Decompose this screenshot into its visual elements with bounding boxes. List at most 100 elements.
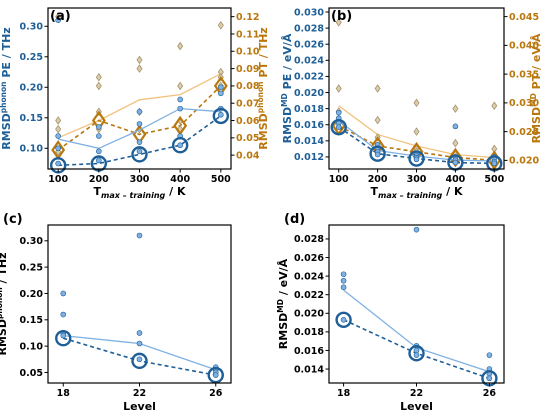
panel-c-point-6 [136, 340, 143, 347]
panel-a-pe-point-9 [136, 121, 143, 127]
panel-a-y2-tick-label-7: 0.11 [236, 29, 259, 40]
panel-a-y2-tick-label-2: 0.06 [236, 116, 260, 127]
panel-d-y-tick-label-5: 0.024 [294, 271, 324, 282]
panel-a-pe-point-0 [55, 17, 61, 23]
panel-c-y-axis-label: RMSDphonon / THz [0, 253, 9, 356]
panel-d-point-1 [340, 277, 347, 284]
panel-c-point-11 [212, 372, 219, 378]
panel-b-y-axis-label: RMSDMD PE / eV/Å [280, 33, 294, 143]
panel-b-pt-point-9 [413, 127, 420, 136]
panel-b-pt-best-marker-3 [448, 147, 463, 168]
panel-a-pt-point-8 [136, 55, 143, 65]
panel-b-pe-point-0 [335, 109, 342, 116]
panel-d-point-11 [486, 375, 493, 382]
panel-b-pe-point-12 [452, 123, 459, 130]
panel-c-best-marker-1 [131, 352, 148, 370]
panel-a-pe-point-13 [177, 105, 183, 112]
panel-c-panel-label: (c) [3, 212, 23, 227]
panel-a-pe-point-7 [96, 157, 102, 164]
panel-d-point-3 [340, 316, 347, 323]
panel-a-pe-point-2 [55, 145, 61, 152]
panel-b-panel-label: (b) [331, 9, 352, 24]
panel-a-y-tick-label-4: 0.30 [20, 22, 44, 33]
panel-d-x-axis-label: Level [400, 400, 433, 413]
panel-b-pe-point-11 [413, 156, 420, 163]
panel-a-y2-tick-label-6: 0.10 [236, 47, 260, 58]
panel-a-x-tick-label-1: 200 [89, 174, 109, 185]
panel-c-best-marker-2 [207, 366, 224, 384]
panel-a-pe-best-line [58, 115, 222, 167]
panel-d-x-tick-label-1: 22 [410, 388, 423, 399]
panel-b-y-tick-label-3: 0.018 [294, 104, 324, 115]
panel-d-y-tick-label-1: 0.016 [294, 346, 324, 357]
panel-a-y2-tick-label-1: 0.05 [236, 133, 259, 144]
panel-a-pe-point-12 [177, 96, 183, 103]
panel-d-point-6 [413, 347, 420, 354]
panel-a-pt-point-5 [95, 81, 102, 91]
panel-d-x-tick-label-2: 26 [483, 388, 497, 399]
panel-a-panel: 100 200 300 400 500 0.10 0.15 0.20 0.25 0.30 0.04 0… [0, 7, 270, 200]
panel-b-y-tick-label-5: 0.022 [294, 72, 324, 83]
panel-a-pt-point-12 [177, 41, 184, 51]
panel-a-pt-point-13 [177, 81, 184, 91]
panel-a-pe-point-8 [136, 108, 143, 115]
panel-b-pt-best-line [338, 125, 495, 162]
panel-a-x-tick-label-4: 500 [211, 174, 231, 185]
panel-d-best-marker-1 [408, 345, 425, 362]
panel-b-y-tick-label-0: 0.012 [294, 152, 324, 163]
panel-c-point-5 [136, 330, 143, 336]
panel-b-pe-best-marker-2 [408, 150, 425, 167]
panel-b-y2-tick-label-4: 0.040 [509, 41, 539, 52]
panel-b-y2-axis-label: RMSDMD PT / eV/Å [529, 33, 543, 143]
panel-a-y2-axis-label: RMSDphonon PT / THz [256, 27, 270, 149]
panel-a-pe-point-1 [55, 133, 61, 139]
panel-c-x-tick-label-1: 22 [133, 388, 146, 399]
panel-d-point-0 [340, 271, 347, 278]
panel-b-pt-point-12 [452, 104, 459, 113]
panel-b-y2-tick-label-3: 0.035 [509, 69, 539, 80]
panel-b-pe-best-marker-1 [369, 145, 386, 162]
panel-b-pe-point-15 [452, 159, 459, 166]
panel-a-pe-point-5 [96, 133, 102, 139]
panel-a-y2-tick-label-3: 0.07 [236, 99, 259, 110]
panel-d-y-tick-label-3: 0.020 [294, 309, 324, 320]
panel-a-x-axis-label: Tmax – training / K [94, 185, 186, 200]
panel-a-pe-best-marker-4 [212, 107, 230, 125]
panel-d-point-7 [413, 352, 420, 358]
panel-b-pe-point-3 [335, 124, 342, 130]
panel-d-x-tick-label-0: 18 [337, 388, 351, 399]
panel-d-y-axis-label: RMSDMD / eV/Å [276, 258, 290, 349]
panel-a-pt-point-2 [55, 124, 62, 134]
panel-b-y-tick-label-6: 0.024 [294, 56, 324, 67]
panel-b-pe-point-19 [491, 160, 498, 167]
panel-a-pe-point-4 [96, 124, 102, 130]
panel-c-y-tick-label-4: 0.25 [20, 262, 43, 273]
panel-a-pe-point-10 [136, 139, 143, 145]
panel-a-y2-tick-label-5: 0.09 [236, 64, 259, 75]
panel-c-x-tick-label-0: 18 [57, 388, 71, 399]
panel-d-panel: 18 22 26 0.014 0.016 0.018 0.020 0.022 0.024 0.02… [276, 212, 505, 413]
panel-a-x-tick-label-3: 400 [170, 174, 190, 185]
panel-b-x-axis-label: Tmax – training / K [371, 185, 463, 200]
panel-c-point-3 [60, 332, 67, 339]
panel-a-y-tick-label-2: 0.20 [20, 83, 44, 94]
panel-a-pe-point-11 [136, 148, 143, 155]
panel-a-y2-tick-label-4: 0.08 [236, 81, 260, 92]
panel-d-y-tick-label-0: 0.014 [294, 364, 324, 375]
panel-a-pt-point-4 [95, 72, 102, 82]
panel-b-pt-point-16 [491, 101, 498, 111]
panel-c-y-tick-label-5: 0.30 [20, 236, 44, 247]
panel-c-y-tick-label-2: 0.15 [20, 315, 43, 326]
panel-c-y-tick-label-3: 0.20 [20, 289, 44, 300]
panel-d-point-2 [340, 284, 347, 291]
panel-a-pt-point-16 [217, 21, 224, 30]
panel-b-y-tick-label-1: 0.014 [294, 136, 324, 147]
panel-a-y-tick-label-3: 0.25 [20, 52, 43, 63]
panel-d-point-4 [413, 226, 420, 233]
panel-d-panel-label: (d) [284, 212, 305, 227]
panel-a-y-tick-label-1: 0.15 [20, 113, 43, 124]
panel-a-y-axis-label: RMSDphonon PE / THz [0, 27, 13, 149]
panel-b-y-tick-label-9: 0.030 [294, 7, 324, 18]
panel-b-panel: 100 200 300 400 500 0.012 0.014 0.016 0.018 0.020… [280, 7, 543, 200]
panel-a-pe-point-16 [218, 84, 224, 91]
